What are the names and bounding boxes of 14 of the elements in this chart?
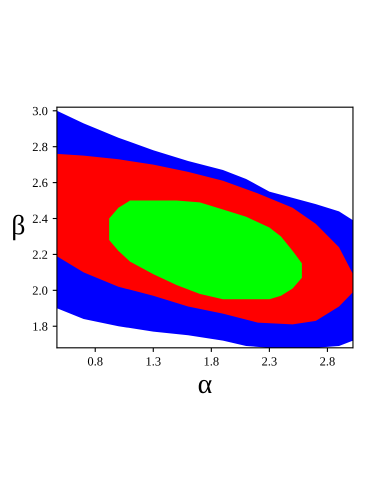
x-tick-label: 2.8 [320,357,335,366]
y-tick-label: 1.8 [33,322,48,331]
y-tick-label: 2.6 [32,178,48,188]
x-tick-label: 1.8 [204,357,219,366]
x-tick-label: 0.8 [88,357,103,366]
y-tick-label: 3.0 [32,106,48,116]
x-axis-title: α [198,380,212,394]
y-tick-label: 2.0 [32,286,48,295]
x-tick-label: 2.3 [262,357,277,366]
y-tick-label: 2.8 [32,142,48,152]
y-axis-title: β [13,214,24,240]
y-tick-label: 2.4 [32,214,48,224]
x-tick-label: 1.3 [146,357,161,366]
y-tick-label: 2.2 [32,250,48,259]
